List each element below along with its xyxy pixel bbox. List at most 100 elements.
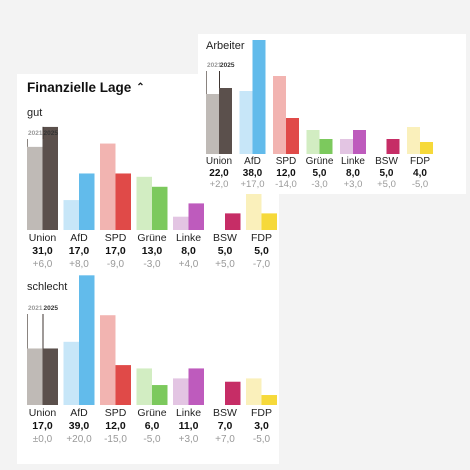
change-label-gruene: -5,0 (143, 434, 161, 445)
category-label-union: Union (29, 232, 57, 244)
change-label-spd: -14,0 (275, 179, 297, 190)
change-label-afd: +8,0 (69, 259, 89, 270)
year-label-2021: 2021 (28, 130, 43, 137)
bar-2025-fdp (261, 395, 277, 405)
bar-2025-gruene (152, 186, 168, 230)
chart-title-arbeiter: Arbeiter (206, 40, 245, 52)
bar-2021-fdp (246, 190, 262, 230)
value-label-linke: 11,0 (179, 420, 199, 432)
bar-2021-linke (340, 139, 353, 154)
category-label-afd: AfD (70, 407, 88, 419)
value-label-spd: 17,0 (105, 245, 126, 257)
bar-2021-spd (100, 143, 116, 230)
bar-2021-afd (63, 341, 79, 405)
bar-2021-gruene (306, 130, 320, 154)
bar-2021-union (206, 94, 219, 154)
change-label-linke: +3,0 (179, 434, 199, 445)
bar-2025-spd (115, 365, 131, 405)
change-label-gruene: -3,0 (311, 179, 327, 190)
category-label-gruene: Grüne (137, 232, 166, 244)
bar-2025-afd (252, 40, 266, 154)
category-label-fdp: FDP (251, 407, 272, 419)
bar-2025-fdp (420, 142, 433, 154)
year-label-2025: 2025 (44, 130, 59, 137)
bar-2025-linke (188, 368, 204, 405)
chevron-up-icon[interactable]: ⌃ (136, 82, 145, 93)
value-label-fdp: 5,0 (254, 245, 269, 257)
bar-2025-afd (79, 275, 95, 405)
value-label-afd: 38,0 (243, 168, 263, 179)
change-label-gruene: -3,0 (143, 259, 161, 270)
bar-2021-fdp (246, 378, 262, 405)
value-label-gruene: 5,0 (313, 168, 327, 179)
bar-2021-union (27, 348, 43, 405)
bar-2021-linke (173, 216, 189, 230)
bar-2021-afd (239, 91, 253, 154)
year-label-2025: 2025 (44, 305, 59, 312)
bar-2021-gruene (136, 368, 152, 405)
bar-2021-gruene (136, 176, 152, 230)
bar-2021-spd (100, 315, 116, 405)
change-label-bsw: +7,0 (215, 434, 235, 445)
section-title: Finanzielle Lage (27, 80, 132, 95)
change-label-linke: +3,0 (344, 179, 363, 190)
category-label-bsw: BSW (375, 156, 398, 167)
chart-title-schlecht: schlecht (27, 281, 68, 293)
bar-2025-spd (115, 173, 131, 230)
bar-2025-afd (79, 173, 95, 230)
bar-2025-linke (353, 130, 366, 154)
change-label-afd: +20,0 (66, 434, 92, 445)
value-label-union: 17,0 (32, 420, 53, 432)
value-label-afd: 39,0 (69, 420, 90, 432)
bar-2021-linke (173, 378, 189, 405)
chart-gut: 2021 2025Union31,0+6,0AfD17,0+8,0SPD17,0-… (27, 126, 277, 270)
bar-2021-afd (63, 200, 79, 230)
bar-2025-bsw (225, 381, 241, 405)
value-label-gruene: 6,0 (145, 420, 160, 432)
year-label-2025: 2025 (220, 62, 235, 69)
value-label-fdp: 3,0 (254, 420, 269, 432)
bar-2025-fdp (261, 213, 277, 230)
value-label-gruene: 13,0 (142, 245, 163, 257)
category-label-union: Union (206, 156, 232, 167)
change-label-union: +6,0 (33, 259, 53, 270)
bar-2025-union (42, 348, 58, 405)
section-toggle[interactable]: Finanzielle Lage ⌃ (27, 80, 145, 95)
category-label-linke: Linke (176, 232, 201, 244)
value-label-linke: 8,0 (346, 168, 360, 179)
category-label-union: Union (29, 407, 57, 419)
bar-2025-gruene (319, 139, 333, 154)
year-label-2021: 2021 (28, 305, 43, 312)
change-label-union: +2,0 (210, 179, 229, 190)
value-label-spd: 12,0 (276, 168, 296, 179)
change-label-union: ±0,0 (33, 434, 53, 445)
bar-2021-fdp (407, 127, 420, 154)
value-label-bsw: 7,0 (218, 420, 233, 432)
category-label-fdp: FDP (410, 156, 430, 167)
change-label-fdp: -5,0 (253, 434, 271, 445)
category-label-fdp: FDP (251, 232, 272, 244)
value-label-union: 31,0 (32, 245, 53, 257)
change-label-linke: +4,0 (179, 259, 199, 270)
category-label-linke: Linke (341, 156, 365, 167)
bar-2025-bsw (386, 139, 400, 154)
category-label-afd: AfD (70, 232, 88, 244)
value-label-bsw: 5,0 (218, 245, 233, 257)
value-label-fdp: 4,0 (413, 168, 427, 179)
category-label-afd: AfD (244, 156, 261, 167)
category-label-bsw: BSW (213, 407, 237, 419)
category-label-bsw: BSW (213, 232, 237, 244)
year-label-2021: 2021 (207, 62, 222, 69)
change-label-bsw: +5,0 (215, 259, 235, 270)
category-label-spd: SPD (105, 232, 127, 244)
value-label-bsw: 5,0 (380, 168, 394, 179)
value-label-linke: 8,0 (181, 245, 196, 257)
category-label-spd: SPD (276, 156, 297, 167)
change-label-afd: +17,0 (240, 179, 264, 190)
arbeiter-panel: Arbeiter 2021 2025 Union 22,0 +2,0 AfD 38,0 +17… (198, 34, 466, 194)
bar-2025-spd (286, 118, 299, 154)
bar-2025-bsw (225, 213, 241, 230)
change-label-bsw: +5,0 (377, 179, 396, 190)
